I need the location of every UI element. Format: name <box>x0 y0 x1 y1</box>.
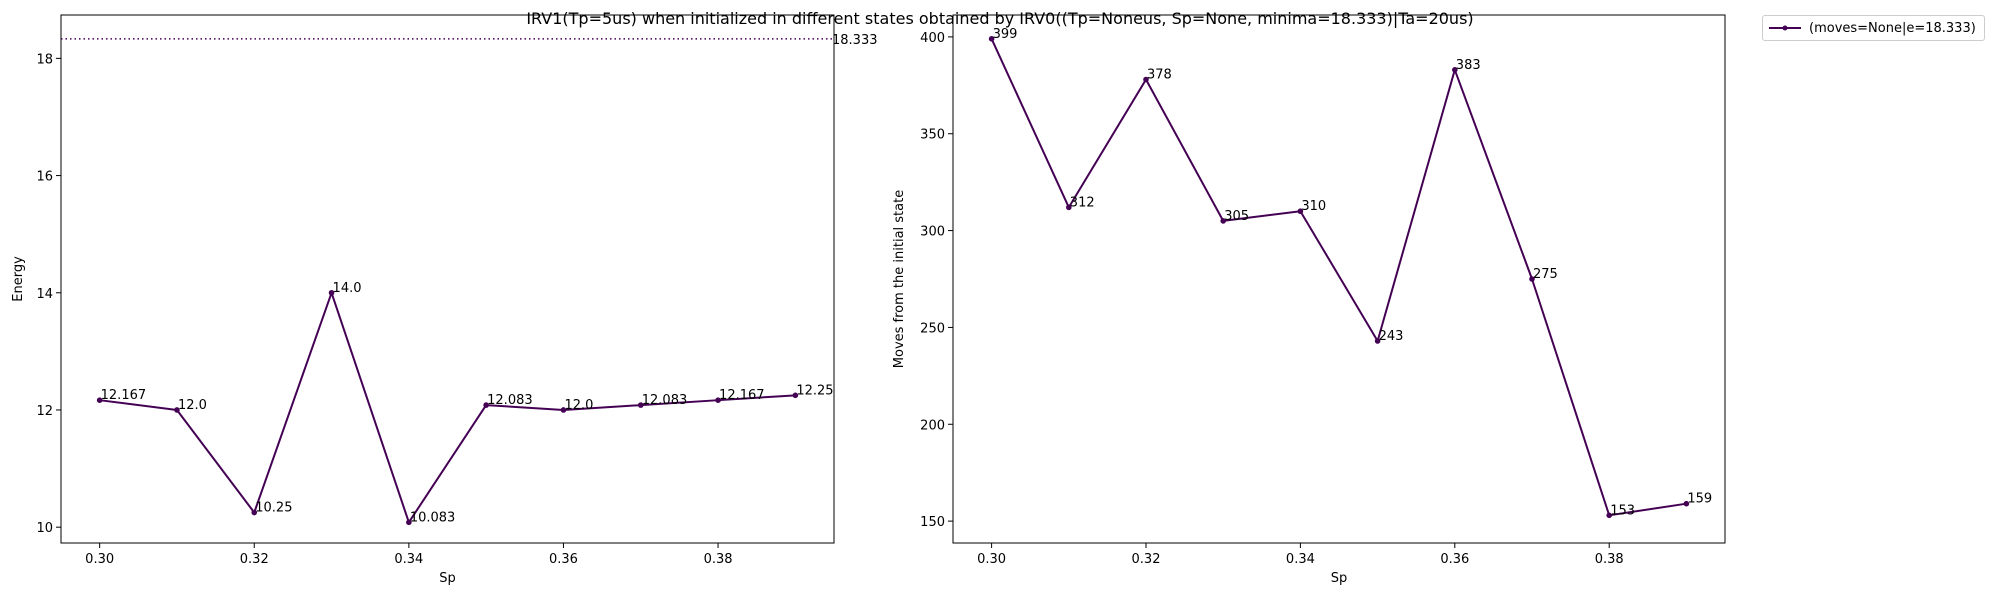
energy-data-label: 10.25 <box>255 501 292 516</box>
energy-data-point <box>560 407 567 413</box>
moves-data-point <box>1683 500 1690 507</box>
energy-x-axis-label: Sp <box>439 571 456 586</box>
energy-data-point <box>792 392 799 399</box>
moves-y-tick-label: 150 <box>920 515 945 530</box>
moves-data-label: 310 <box>1301 199 1326 214</box>
energy-data-label: 12.083 <box>487 393 533 408</box>
moves-x-tick-label: 0.30 <box>977 552 1006 567</box>
energy-data-point <box>637 402 644 408</box>
moves-data-label: 399 <box>993 27 1018 42</box>
moves-x-tick-label: 0.36 <box>1440 552 1469 567</box>
energy-data-label: 14.0 <box>333 281 362 296</box>
moves-series-line <box>990 38 1687 517</box>
moves-y-tick-label: 400 <box>920 31 945 46</box>
energy-data-point <box>483 402 489 408</box>
legend: (moves=None|e=18.333) <box>1762 15 1985 41</box>
legend-line-swatch <box>1769 25 1801 31</box>
energy-data-point <box>406 519 412 526</box>
moves-x-tick-label: 0.38 <box>1595 552 1624 567</box>
energy-data-label: 12.167 <box>101 388 146 403</box>
moves-y-tick-label: 200 <box>920 418 945 433</box>
energy-data-point <box>328 289 335 296</box>
energy-x-tick-label: 0.36 <box>549 552 578 567</box>
moves-data-point <box>1606 512 1612 519</box>
energy-y-tick-label: 12 <box>36 404 53 419</box>
moves-data-point <box>1220 218 1226 224</box>
moves-data-label: 243 <box>1379 329 1404 344</box>
energy-data-point <box>96 397 103 403</box>
energy-y-axis-label: Energy <box>11 256 26 302</box>
energy-y-tick-label: 16 <box>36 170 53 185</box>
legend-label: (moves=None|e=18.333) <box>1809 20 1976 36</box>
energy-data-label: 10.083 <box>410 510 456 525</box>
energy-data-label: 12.167 <box>719 388 765 403</box>
figure-title: IRV1(Tp=5us) when initialized in differe… <box>526 9 1474 28</box>
moves-data-label: 305 <box>1224 209 1249 224</box>
energy-data-point <box>251 509 258 516</box>
moves-data-point <box>1297 208 1304 215</box>
moves-x-axis-label: Sp <box>1331 571 1348 586</box>
energy-data-point <box>174 407 180 413</box>
moves-data-label: 153 <box>1610 503 1635 518</box>
moves-data-label: 159 <box>1687 492 1712 507</box>
energy-plot-frame <box>60 14 835 544</box>
energy-series-line <box>99 291 796 524</box>
moves-data-point <box>1452 67 1458 73</box>
moves-x-tick-label: 0.34 <box>1286 552 1315 567</box>
moves-data-label: 312 <box>1070 195 1095 210</box>
energy-y-tick-label: 10 <box>36 521 53 536</box>
moves-data-label: 383 <box>1456 58 1481 73</box>
moves-y-tick-label: 350 <box>920 128 945 143</box>
energy-x-tick-label: 0.38 <box>704 552 733 567</box>
moves-y-tick-label: 250 <box>920 321 945 336</box>
energy-x-tick-label: 0.34 <box>394 552 423 567</box>
energy-x-tick-label: 0.30 <box>85 552 114 567</box>
moves-plot-frame <box>952 14 1726 544</box>
energy-y-tick-label: 18 <box>36 52 53 67</box>
energy-data-label: 12.083 <box>642 393 688 408</box>
moves-data-point <box>1066 204 1072 211</box>
energy-data-label: 12.0 <box>564 398 593 413</box>
energy-y-tick-label: 14 <box>36 287 53 302</box>
energy-data-label: 12.25 <box>796 383 833 398</box>
moves-data-point <box>1374 338 1381 344</box>
energy-data-label: 12.0 <box>178 398 207 413</box>
energy-reference-line-label: 18.333 <box>832 33 878 48</box>
moves-y-tick-label: 300 <box>920 225 945 240</box>
moves-data-point <box>988 36 995 42</box>
moves-y-axis-label: Moves from the initial state <box>892 190 907 368</box>
energy-data-point <box>715 397 721 403</box>
moves-data-label: 275 <box>1533 267 1558 282</box>
moves-data-point <box>1143 76 1149 83</box>
moves-data-point <box>1529 276 1535 282</box>
moves-x-tick-label: 0.32 <box>1132 552 1161 567</box>
moves-data-label: 378 <box>1147 67 1172 82</box>
energy-x-tick-label: 0.32 <box>240 552 269 567</box>
